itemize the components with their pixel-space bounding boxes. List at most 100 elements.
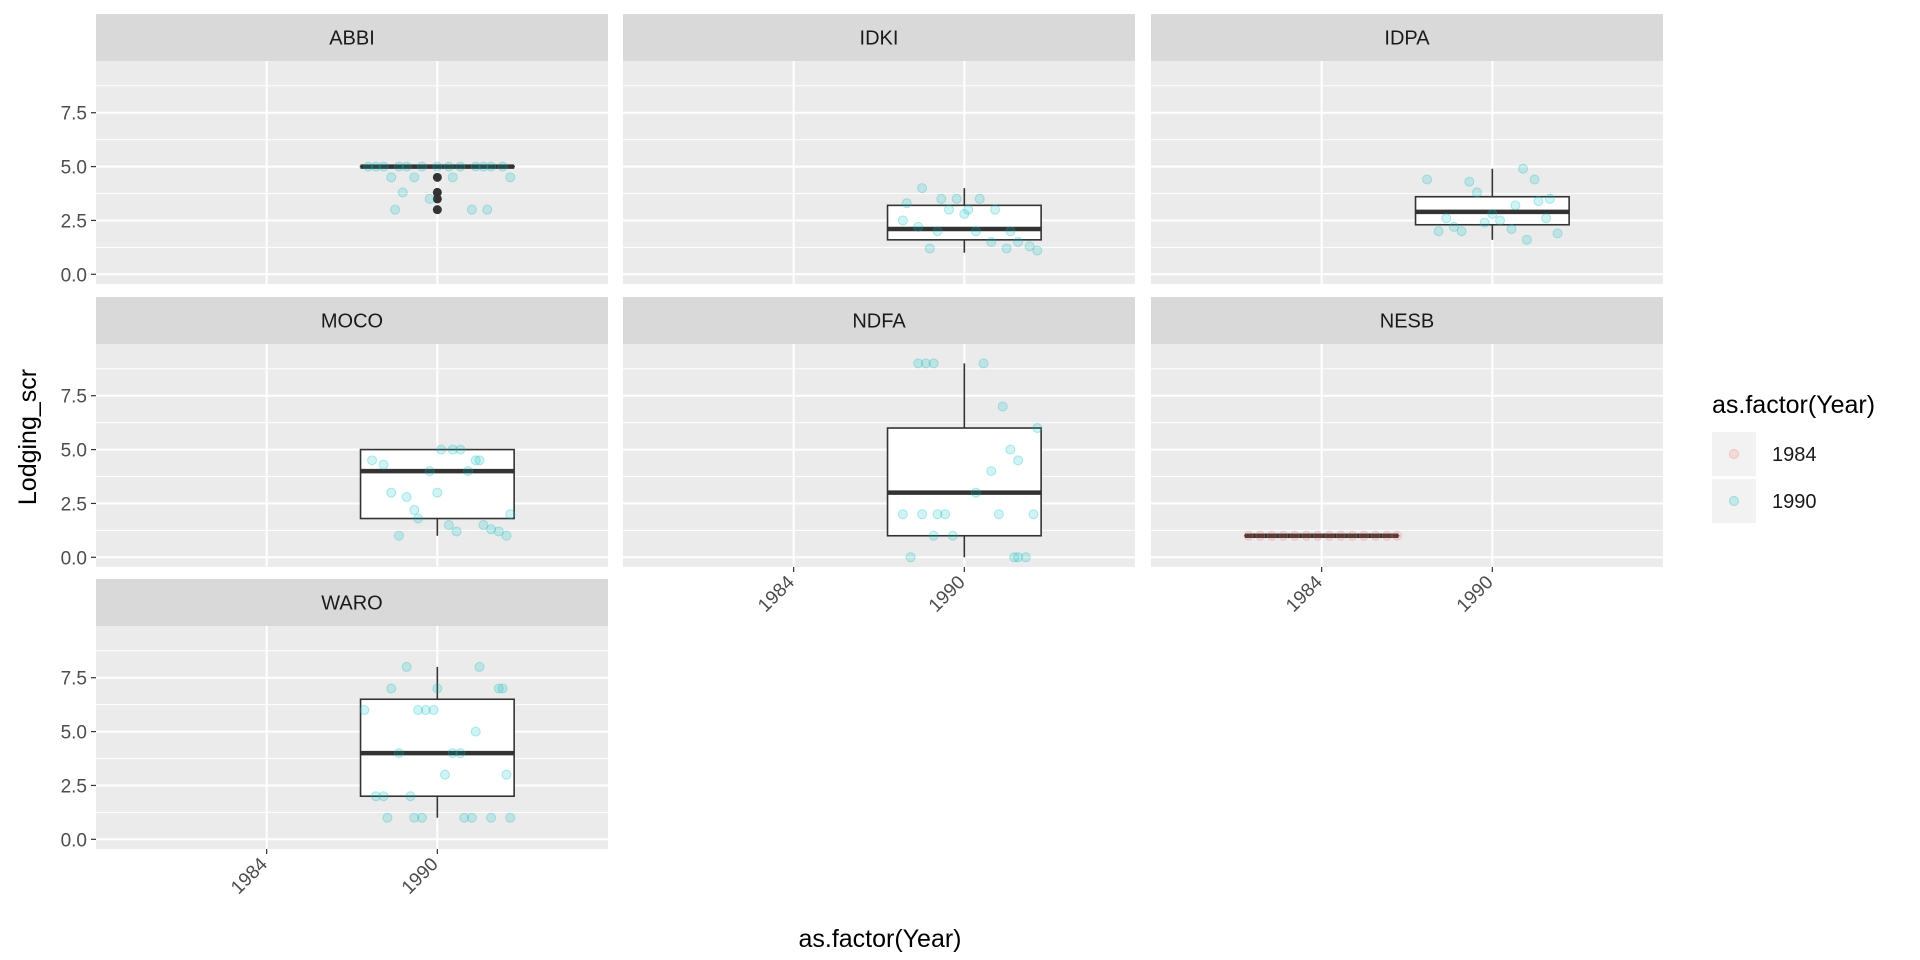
jitter-point	[359, 705, 370, 716]
jitter-point	[932, 509, 943, 520]
outlier-point	[432, 194, 442, 204]
jitter-point	[1013, 455, 1024, 466]
jitter-point	[1001, 243, 1012, 254]
y-tick-label: 7.5	[61, 387, 87, 408]
jitter-point	[474, 455, 485, 466]
jitter-point	[978, 358, 989, 369]
jitter-point	[463, 466, 474, 477]
jitter-point	[393, 748, 404, 759]
jitter-point	[1005, 444, 1016, 455]
panel-background	[96, 344, 608, 567]
box	[359, 448, 515, 520]
jitter-point	[478, 161, 489, 172]
jitter-point	[501, 530, 512, 541]
y-tick-label: 2.5	[61, 494, 87, 515]
jitter-point	[1301, 530, 1312, 541]
jitter-point	[901, 198, 912, 209]
y-axis-title: Lodging_scr	[14, 369, 42, 505]
jitter-point	[959, 208, 970, 219]
jitter-point	[1471, 187, 1482, 198]
legend: as.factor(Year) 1984 1990	[1712, 391, 1875, 523]
jitter-point	[409, 504, 420, 515]
jitter-point	[378, 459, 389, 470]
jitter-point	[405, 791, 416, 802]
jitter-point	[1448, 221, 1459, 232]
jitter-point	[386, 487, 397, 498]
jitter-point	[932, 226, 943, 237]
jitter-point	[505, 509, 516, 520]
legend-label: 1990	[1772, 491, 1817, 513]
facet-title: WARO	[321, 593, 382, 615]
outlier-point	[432, 205, 442, 215]
jitter-point	[997, 401, 1008, 412]
jitter-point	[1518, 163, 1529, 174]
jitter-point	[1533, 196, 1544, 207]
jitter-point	[443, 519, 454, 530]
outlier-point	[432, 187, 442, 197]
jitter-point	[1032, 245, 1043, 256]
jitter-point	[905, 552, 916, 563]
panel-background	[1151, 61, 1663, 284]
jitter-point	[970, 226, 981, 237]
jitter-point	[466, 812, 477, 823]
jitter-point	[470, 161, 481, 172]
jitter-point	[1370, 530, 1381, 541]
jitter-point	[1381, 530, 1392, 541]
jitter-point	[1347, 530, 1358, 541]
panel-abbi: ABBI 0.0 2.5 5.0 7.5	[61, 14, 608, 286]
jitter-point	[378, 791, 389, 802]
jitter-point	[943, 204, 954, 215]
jitter-point	[917, 183, 928, 194]
y-tick-label: 2.5	[61, 211, 87, 232]
panel-moco: MOCO 0.0 2.5 5.0 7.5	[61, 297, 608, 569]
jitter-point	[363, 161, 374, 172]
jitter-point	[940, 509, 951, 520]
jitter-point	[432, 487, 443, 498]
panel-nesb: NESB 1984 1990	[1151, 297, 1663, 617]
jitter-point	[913, 221, 924, 232]
jitter-point	[1521, 234, 1532, 245]
jitter-point	[913, 358, 924, 369]
jitter-point	[478, 519, 489, 530]
jitter-point	[924, 243, 935, 254]
legend-title: as.factor(Year)	[1712, 391, 1875, 419]
jitter-point	[1028, 509, 1039, 520]
jitter-point	[459, 812, 470, 823]
facet-strip	[623, 14, 1135, 61]
jitter-point	[447, 444, 458, 455]
jitter-point	[951, 193, 962, 204]
jitter-point	[505, 172, 516, 183]
box	[886, 427, 1042, 537]
jitter-point	[424, 193, 435, 204]
jitter-point	[1266, 530, 1277, 541]
y-tick-label: 2.5	[61, 776, 87, 797]
jitter-point	[1289, 530, 1300, 541]
jitter-point	[455, 748, 466, 759]
facet-strip	[96, 579, 608, 626]
y-tick-label: 0.0	[61, 548, 87, 569]
y-tick-label: 5.0	[61, 441, 87, 462]
jitter-point	[447, 748, 458, 759]
jitter-point	[455, 444, 466, 455]
jitter-point	[497, 683, 508, 694]
jitter-point	[428, 705, 439, 716]
jitter-point	[466, 204, 477, 215]
jitter-point	[1243, 530, 1254, 541]
jitter-point	[409, 172, 420, 183]
jitter-point	[451, 526, 462, 537]
jitter-point	[378, 161, 389, 172]
jitter-point	[1020, 552, 1031, 563]
y-tick-label: 5.0	[61, 158, 87, 179]
jitter-point	[1391, 530, 1402, 541]
jitter-point	[1024, 241, 1035, 252]
jitter-point	[897, 509, 908, 520]
jitter-point	[416, 812, 427, 823]
jitter-point	[386, 172, 397, 183]
jitter-point	[413, 513, 424, 524]
jitter-point	[1009, 552, 1020, 563]
jitter-point	[1255, 530, 1266, 541]
x-tick-label: 1984	[754, 572, 799, 617]
jitter-point	[1487, 208, 1498, 219]
x-tick-label: 1990	[398, 854, 443, 899]
